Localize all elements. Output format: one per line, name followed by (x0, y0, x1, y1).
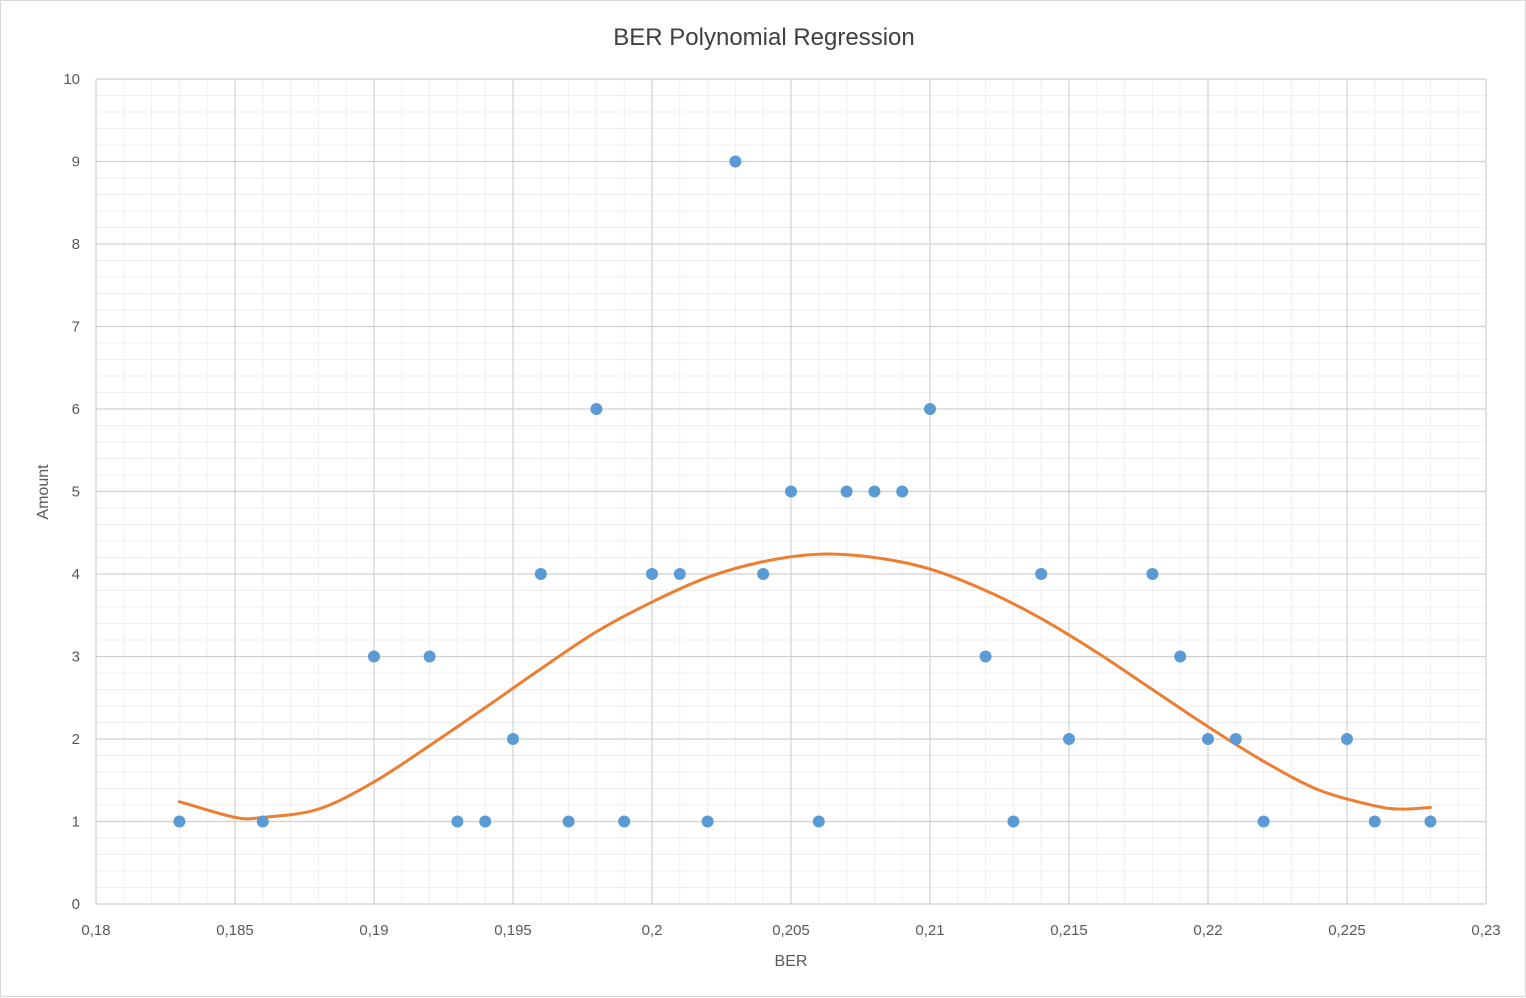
x-tick-label: 0,205 (772, 922, 810, 939)
data-point (173, 815, 186, 828)
data-point (757, 568, 770, 580)
data-point (451, 815, 464, 828)
data-point (924, 403, 936, 415)
data-point (1146, 568, 1159, 580)
x-tick-label: 0,19 (359, 922, 388, 939)
data-point (979, 650, 992, 663)
data-point (507, 733, 519, 745)
data-point (1229, 733, 1242, 745)
data-point (1424, 815, 1437, 828)
data-point (534, 568, 547, 580)
data-point (673, 568, 686, 580)
y-tick-label: 2 (72, 731, 80, 748)
x-axis-title: BER (775, 953, 808, 970)
y-tick-label: 6 (72, 401, 80, 418)
trendline-group (177, 552, 1432, 821)
x-tick-label: 0,2 (642, 922, 663, 939)
y-tick-label: 9 (72, 154, 80, 171)
x-tick-label: 0,22 (1193, 922, 1222, 939)
data-point (646, 568, 658, 580)
data-point (1007, 815, 1020, 828)
chart-title: BER Polynomial Regression (613, 24, 914, 51)
x-tick-label: 0,185 (216, 922, 254, 939)
data-point (896, 485, 909, 498)
data-point (562, 815, 575, 828)
data-point (785, 485, 797, 498)
y-tick-label: 4 (72, 566, 80, 583)
x-tick-label: 0,195 (494, 922, 532, 939)
y-tick-label: 8 (72, 236, 80, 253)
data-point (868, 485, 881, 498)
y-tick-label: 0 (72, 896, 80, 913)
data-point (1063, 733, 1075, 745)
major-gridlines (95, 78, 1487, 905)
data-point (1257, 815, 1270, 828)
x-tick-label: 0,225 (1328, 922, 1366, 939)
data-point (1341, 733, 1353, 745)
data-point (1174, 650, 1187, 663)
y-axis-title: Amount (35, 464, 52, 520)
y-axis-tick-labels: 0 1 2 3 4 5 6 7 8 9 10 (63, 71, 80, 913)
x-tick-label: 0,21 (915, 922, 944, 939)
data-point (590, 403, 603, 415)
data-point (368, 650, 380, 663)
x-axis-tick-labels: 0,18 0,185 0,19 0,195 0,2 0,205 0,21 0,215 0,22 0… (81, 922, 1500, 939)
data-point (423, 650, 436, 663)
data-point (701, 815, 714, 828)
x-tick-label: 0,23 (1471, 922, 1500, 939)
y-tick-label: 7 (72, 319, 80, 336)
y-tick-label: 5 (72, 484, 80, 501)
data-point (1035, 568, 1048, 580)
data-point (812, 815, 825, 828)
x-tick-label: 0,215 (1050, 922, 1088, 939)
trendline (177, 552, 1432, 821)
data-point (1368, 815, 1381, 828)
data-point (618, 815, 631, 828)
x-tick-label: 0,18 (81, 922, 110, 939)
data-point (729, 155, 742, 168)
data-point (840, 485, 853, 498)
data-point (479, 815, 492, 828)
y-tick-label: 3 (72, 649, 80, 666)
data-point (256, 815, 269, 828)
y-tick-label: 1 (72, 814, 80, 831)
data-point (1202, 733, 1214, 745)
y-tick-label: 10 (63, 71, 80, 88)
data-points-group (173, 155, 1437, 828)
